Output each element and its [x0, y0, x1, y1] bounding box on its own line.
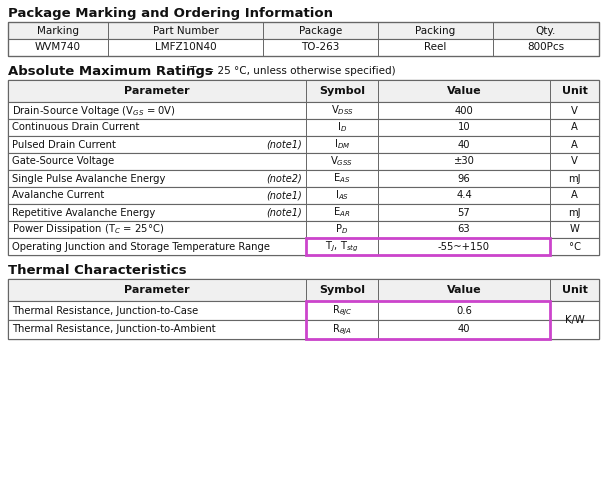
Text: 800Pcs: 800Pcs — [527, 43, 565, 52]
Bar — [8, 301, 599, 320]
Bar — [8, 320, 599, 339]
Text: Reel: Reel — [424, 43, 447, 52]
Text: R$_{\theta JC}$: R$_{\theta JC}$ — [332, 303, 352, 318]
Bar — [8, 80, 599, 102]
Text: 0.6: 0.6 — [456, 305, 472, 316]
Text: LMFZ10N40: LMFZ10N40 — [155, 43, 216, 52]
Text: I$_{AS}$: I$_{AS}$ — [335, 189, 349, 202]
Bar — [8, 22, 599, 39]
Text: Power Dissipation (T$_C$ = 25°C): Power Dissipation (T$_C$ = 25°C) — [12, 223, 164, 237]
Text: Parameter: Parameter — [124, 285, 190, 295]
Text: Repetitive Avalanche Energy: Repetitive Avalanche Energy — [12, 208, 155, 217]
Text: K/W: K/W — [565, 315, 585, 325]
Text: Parameter: Parameter — [124, 86, 190, 96]
Text: Avalanche Current: Avalanche Current — [12, 191, 104, 200]
Bar — [8, 279, 599, 339]
Bar — [8, 102, 599, 119]
Text: E$_{AS}$: E$_{AS}$ — [333, 172, 351, 185]
Text: V$_{GSS}$: V$_{GSS}$ — [330, 154, 353, 168]
Text: I$_D$: I$_D$ — [337, 121, 347, 135]
Text: 40: 40 — [458, 324, 470, 334]
Text: °C: °C — [569, 242, 580, 252]
Text: Continuous Drain Current: Continuous Drain Current — [12, 122, 140, 133]
Text: 57: 57 — [458, 208, 470, 217]
Bar — [8, 204, 599, 221]
Text: mJ: mJ — [568, 208, 581, 217]
Bar — [8, 221, 599, 238]
Text: Value: Value — [447, 86, 481, 96]
Text: Thermal Resistance, Junction-to-Case: Thermal Resistance, Junction-to-Case — [12, 305, 198, 316]
Text: Absolute Maximum Ratings: Absolute Maximum Ratings — [8, 64, 212, 77]
Bar — [8, 119, 599, 136]
Bar — [8, 136, 599, 153]
Text: Marking: Marking — [37, 26, 79, 35]
Text: (note2): (note2) — [266, 173, 302, 183]
Bar — [8, 22, 599, 56]
Text: TO-263: TO-263 — [301, 43, 340, 52]
Text: Qty.: Qty. — [536, 26, 556, 35]
Text: R$_{\theta JA}$: R$_{\theta JA}$ — [332, 322, 352, 337]
Text: Unit: Unit — [561, 86, 588, 96]
Text: Unit: Unit — [561, 285, 588, 295]
Bar — [8, 80, 599, 255]
Text: I$_{DM}$: I$_{DM}$ — [334, 137, 350, 151]
Text: Gate-Source Voltage: Gate-Source Voltage — [12, 156, 114, 166]
Bar — [8, 39, 599, 56]
Text: 96: 96 — [458, 173, 470, 183]
Text: V: V — [571, 106, 578, 116]
Text: A: A — [571, 191, 578, 200]
Text: E$_{AR}$: E$_{AR}$ — [333, 206, 351, 219]
Text: ±30: ±30 — [453, 156, 475, 166]
Text: (note1): (note1) — [266, 208, 302, 217]
Text: Operating Junction and Storage Temperature Range: Operating Junction and Storage Temperatu… — [12, 242, 270, 252]
Bar — [8, 279, 599, 301]
Text: V$_{DSS}$: V$_{DSS}$ — [330, 104, 353, 118]
Text: A: A — [571, 122, 578, 133]
Bar — [8, 187, 599, 204]
Text: Value: Value — [447, 285, 481, 295]
Text: Package Marking and Ordering Information: Package Marking and Ordering Information — [8, 6, 333, 19]
Text: W: W — [569, 225, 580, 235]
Text: Thermal Characteristics: Thermal Characteristics — [8, 263, 186, 276]
Text: P$_D$: P$_D$ — [336, 223, 348, 236]
Text: 4.4: 4.4 — [456, 191, 472, 200]
Text: Symbol: Symbol — [319, 285, 365, 295]
Text: 40: 40 — [458, 139, 470, 150]
Text: Single Pulse Avalanche Energy: Single Pulse Avalanche Energy — [12, 173, 165, 183]
Text: Packing: Packing — [415, 26, 456, 35]
Text: (note1): (note1) — [266, 139, 302, 150]
Text: Drain-Source Voltage (V$_{GS}$ = 0V): Drain-Source Voltage (V$_{GS}$ = 0V) — [12, 104, 176, 118]
Text: 63: 63 — [458, 225, 470, 235]
Text: 400: 400 — [455, 106, 473, 116]
Text: (note1): (note1) — [266, 191, 302, 200]
Text: WVM740: WVM740 — [35, 43, 81, 52]
Bar — [8, 238, 599, 255]
Text: Pulsed Drain Current: Pulsed Drain Current — [12, 139, 116, 150]
Bar — [306, 238, 550, 255]
Text: -55~+150: -55~+150 — [438, 242, 490, 252]
Bar — [8, 170, 599, 187]
Text: V: V — [571, 156, 578, 166]
Bar — [8, 153, 599, 170]
Text: Package: Package — [299, 26, 342, 35]
Text: A: A — [571, 139, 578, 150]
Text: Thermal Resistance, Junction-to-Ambient: Thermal Resistance, Junction-to-Ambient — [12, 324, 215, 334]
Text: 10: 10 — [458, 122, 470, 133]
Text: T$_J$, T$_{stg}$: T$_J$, T$_{stg}$ — [325, 239, 359, 254]
Text: (Tᴄ = 25 °C, unless otherwise specified): (Tᴄ = 25 °C, unless otherwise specified) — [183, 66, 396, 76]
Text: mJ: mJ — [568, 173, 581, 183]
Text: Symbol: Symbol — [319, 86, 365, 96]
Text: Part Number: Part Number — [152, 26, 219, 35]
Bar — [306, 301, 550, 339]
